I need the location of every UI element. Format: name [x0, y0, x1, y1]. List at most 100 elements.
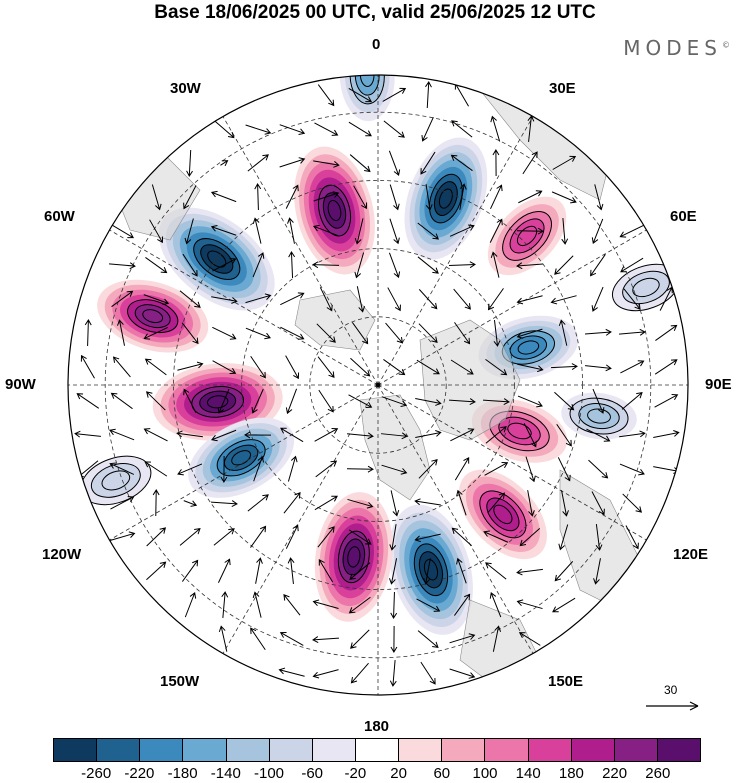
wind-arrow	[144, 358, 167, 376]
wind-arrow	[74, 430, 101, 438]
wind-arrow	[287, 217, 295, 244]
lon-label-60e: 60E	[670, 208, 697, 225]
colorbar-swatch	[269, 739, 313, 761]
wind-arrow	[558, 319, 568, 346]
wind-arrow	[348, 121, 372, 137]
anomaly-contour	[101, 470, 131, 491]
wind-arrow	[176, 430, 203, 438]
wind-arrow	[591, 218, 604, 245]
wind-arrow	[416, 598, 441, 612]
wind-arrow	[588, 459, 609, 479]
wind-arrow	[516, 599, 543, 610]
wind-arrow	[109, 462, 135, 475]
wind-arrow	[149, 219, 164, 244]
anomaly-contour	[493, 504, 513, 525]
map-boundary	[67, 74, 689, 696]
wind-arrow	[217, 558, 231, 583]
wind-arrow	[483, 530, 509, 543]
wind-arrow	[251, 388, 264, 414]
wind-arrow	[255, 557, 263, 584]
wind-arrow	[558, 524, 569, 551]
wind-arrow	[109, 262, 136, 270]
wind-arrow	[450, 359, 474, 375]
anomaly-contour	[438, 188, 453, 209]
wind-arrow	[109, 428, 135, 441]
wind-arrow	[315, 460, 338, 478]
latitude-circle	[104, 111, 652, 659]
wind-arrow	[492, 149, 500, 177]
colorbar-swatch	[571, 739, 615, 761]
colorbar-swatch	[355, 739, 400, 761]
wind-arrow	[418, 323, 438, 344]
wind-arrow	[418, 458, 438, 479]
wind-arrow	[493, 320, 501, 347]
colorbar-tick-label: 60	[433, 765, 451, 782]
wind-arrow	[490, 251, 500, 278]
wind-arrow	[418, 289, 438, 310]
wind-arrow	[451, 120, 473, 138]
colorbar-swatch	[485, 739, 529, 761]
wind-arrow	[184, 591, 197, 618]
colorbar-tick-label: 180	[558, 765, 584, 782]
wind-arrow	[389, 524, 397, 551]
wind-arrow	[454, 457, 470, 481]
wind-arrow	[485, 358, 508, 376]
wind-arrow	[317, 84, 335, 107]
wind-arrow	[182, 253, 198, 277]
wind-arrow	[350, 357, 371, 377]
wind-arrow	[619, 224, 644, 238]
wind-arrow	[554, 255, 574, 275]
colorbar-tick-label: -100	[253, 765, 285, 782]
wind-arrow	[654, 394, 679, 408]
wind-arrow	[221, 591, 229, 618]
colorbar-tick-label: -180	[167, 765, 198, 782]
wind-arrow	[554, 391, 575, 411]
colorbar-tick-label: -220	[124, 765, 155, 782]
wind-arrow	[110, 496, 135, 510]
colorbar-swatch	[442, 739, 486, 761]
wind-arrow	[312, 636, 340, 643]
wind-arrow	[453, 288, 471, 310]
wind-arrow	[381, 396, 408, 407]
lon-label-30w: 30W	[170, 80, 201, 97]
wind-arrow	[152, 489, 160, 517]
wind-arrow	[348, 87, 373, 103]
wind-arrow	[213, 528, 235, 546]
wind-arrow	[280, 292, 305, 306]
wind-arrow	[247, 494, 269, 512]
wind-arrow	[285, 355, 300, 380]
wind-arrow	[387, 287, 401, 312]
wind-arrow	[285, 184, 299, 209]
wind-arrow	[655, 324, 678, 341]
wind-arrow	[523, 423, 537, 448]
wind-arrow	[454, 593, 471, 616]
wind-arrow	[516, 568, 543, 576]
wind-arrow	[143, 428, 168, 442]
wind-arrow	[252, 591, 262, 618]
wind-arrow	[146, 527, 167, 547]
wind-vectors	[74, 81, 680, 687]
meridian-line	[109, 229, 379, 386]
wind-arrow	[285, 524, 299, 549]
wind-arrow	[220, 160, 229, 167]
wind-arrow	[348, 394, 373, 408]
wind-arrow	[517, 395, 543, 408]
wind-arrow	[389, 660, 397, 687]
wind-arrow	[252, 217, 262, 244]
anomaly-contour	[632, 277, 660, 298]
wind-arrow	[317, 526, 335, 548]
lon-label-90e: 90E	[705, 376, 732, 393]
wind-arrow	[654, 359, 678, 375]
modes-logo: MODES©	[623, 36, 730, 60]
colorbar-tick-label: 260	[645, 765, 671, 782]
colorbar-tick-label: -20	[344, 765, 367, 782]
brand-mark: ©	[722, 40, 730, 50]
wind-arrow	[244, 431, 272, 439]
wind-arrow	[487, 492, 506, 514]
wind-arrow	[252, 252, 265, 278]
colorbar-swatch	[528, 739, 572, 761]
colorbar-swatch	[399, 739, 443, 761]
wind-arrow	[620, 360, 645, 374]
meridian-line	[377, 384, 534, 654]
wind-arrow	[590, 254, 606, 277]
